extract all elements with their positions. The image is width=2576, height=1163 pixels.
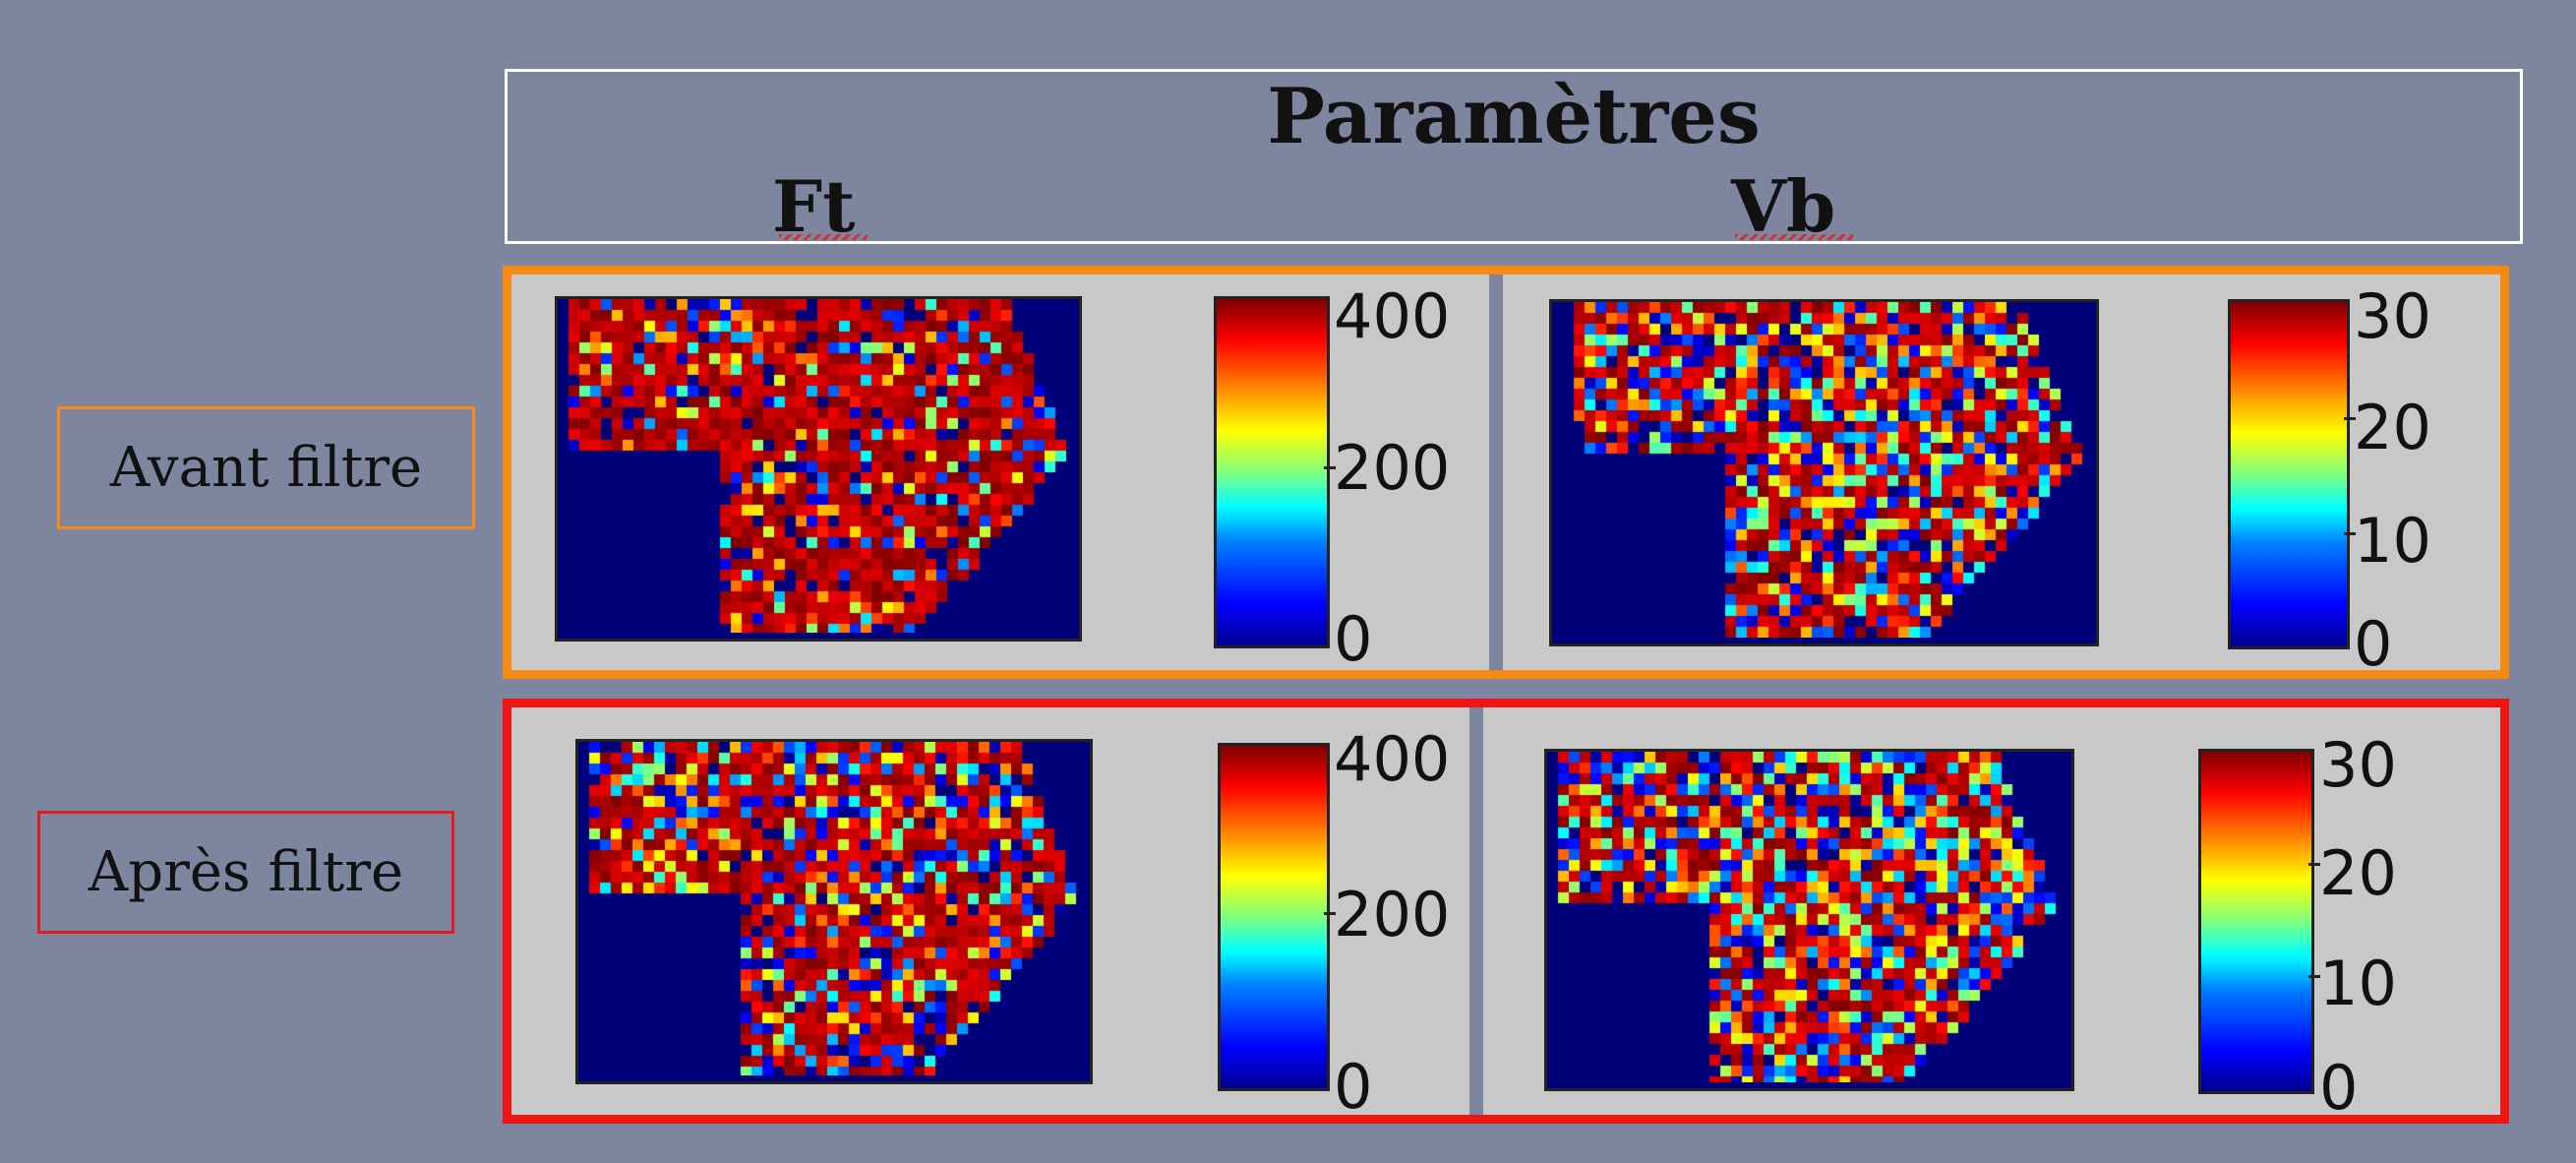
tick-label-ft-400: 400 bbox=[1334, 280, 1451, 352]
row-label-apres-filtre: Après filtre bbox=[37, 811, 454, 934]
header-box bbox=[505, 69, 2523, 244]
row-label-text: Avant filtre bbox=[109, 436, 423, 500]
row-label-avant-filtre: Avant filtre bbox=[57, 406, 475, 529]
ft-heatmap-avant bbox=[558, 299, 1073, 633]
tick-label-vb-20: 20 bbox=[2319, 837, 2397, 909]
tick-mark bbox=[2344, 532, 2356, 535]
vb-map-avant bbox=[1549, 299, 2099, 646]
ft-colorbar-avant bbox=[1214, 296, 1330, 648]
column-title-vb: Vb bbox=[1731, 164, 1836, 248]
ft-map-avant bbox=[555, 296, 1082, 642]
tick-mark bbox=[1324, 466, 1336, 469]
panel-apres-filtre: 400 200 0 30 20 10 0 bbox=[503, 699, 2509, 1124]
page-title: Paramètres bbox=[1267, 72, 1761, 161]
tick-label-ft-200: 200 bbox=[1334, 879, 1451, 950]
tick-label-ft-400: 400 bbox=[1334, 723, 1451, 795]
panel-divider bbox=[1469, 707, 1483, 1115]
ft-colorbar-apres bbox=[1218, 743, 1330, 1091]
tick-label-ft-200: 200 bbox=[1334, 432, 1451, 504]
tick-label-vb-30: 30 bbox=[2354, 280, 2431, 352]
vb-colorbar-apres bbox=[2198, 749, 2314, 1094]
vb-heatmap-apres bbox=[1547, 752, 2066, 1082]
panel-avant-filtre: 400 200 0 30 20 10 0 bbox=[503, 266, 2509, 679]
tick-mark bbox=[2308, 863, 2320, 866]
tick-mark bbox=[2308, 975, 2320, 978]
panel-divider bbox=[1489, 275, 1503, 670]
vb-colorbar-avant bbox=[2228, 299, 2350, 649]
column-title-ft: Ft bbox=[772, 164, 856, 248]
row-label-text: Après filtre bbox=[88, 840, 404, 904]
ft-map-apres bbox=[575, 739, 1093, 1084]
vb-heatmap-avant bbox=[1552, 302, 2090, 638]
tick-label-vb-0: 0 bbox=[2354, 608, 2393, 680]
tick-label-vb-20: 20 bbox=[2354, 392, 2431, 463]
tick-mark bbox=[1324, 912, 1336, 915]
tick-label-vb-10: 10 bbox=[2319, 948, 2397, 1019]
tick-label-vb-30: 30 bbox=[2319, 729, 2397, 801]
tick-label-ft-0: 0 bbox=[1334, 603, 1373, 675]
spellcheck-underline bbox=[1735, 234, 1853, 240]
spellcheck-underline bbox=[779, 234, 868, 240]
tick-mark bbox=[2344, 417, 2356, 420]
tick-label-vb-10: 10 bbox=[2354, 505, 2431, 577]
tick-label-vb-0: 0 bbox=[2319, 1052, 2359, 1124]
ft-heatmap-apres bbox=[578, 742, 1084, 1075]
vb-map-apres bbox=[1544, 749, 2074, 1091]
tick-label-ft-0: 0 bbox=[1334, 1051, 1373, 1123]
